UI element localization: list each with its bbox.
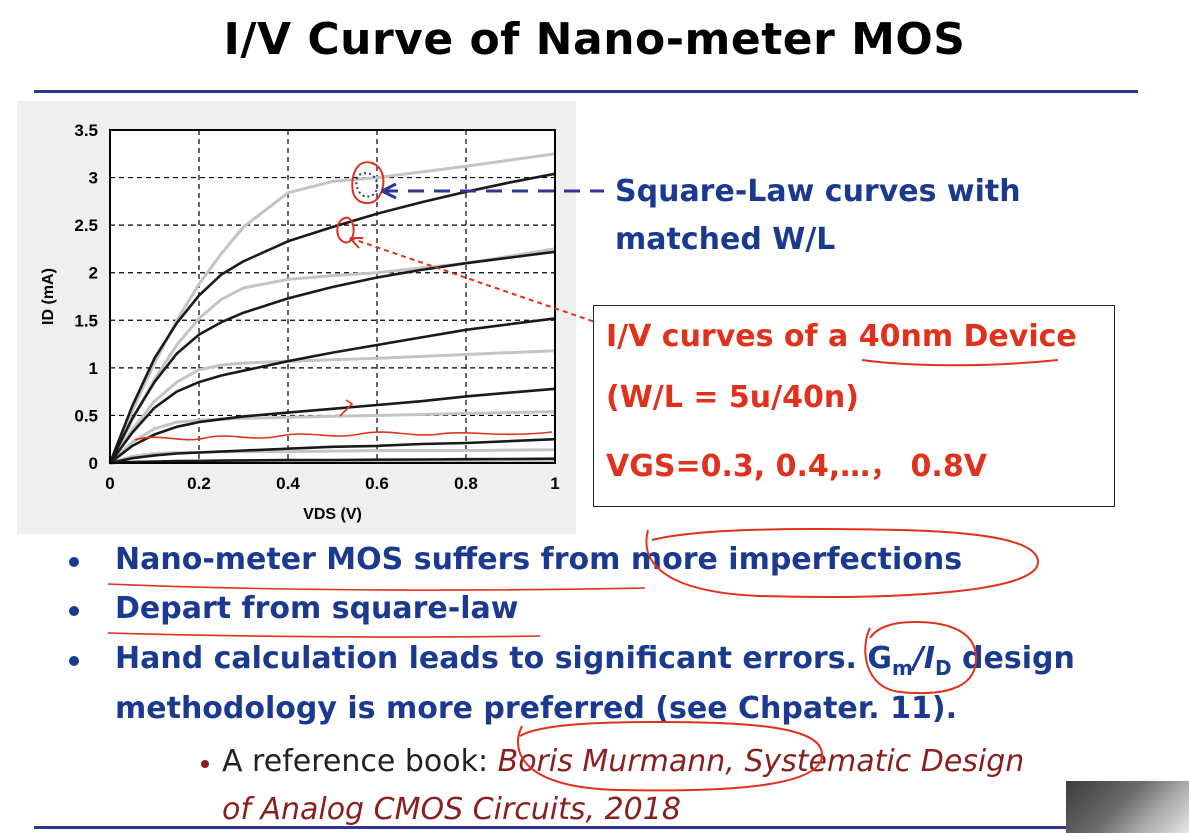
sub-bullet-cont: of Analog CMOS Circuits, 2018 <box>222 792 681 827</box>
bullet-1: Nano-meter MOS suffers from more imperfe… <box>115 542 963 577</box>
gm-id-term: Gm/ID <box>867 641 952 680</box>
y-tick-label: 3.5 <box>74 121 98 140</box>
device-line1-emph: 40nm Device <box>858 319 1077 354</box>
device-curve <box>109 457 556 465</box>
y-tick-label: 0 <box>89 454 98 473</box>
y-tick-label: 1.5 <box>74 311 98 330</box>
device-curve <box>109 437 556 465</box>
sub-bullet: A reference book: Boris Murmann, Systema… <box>222 744 1024 779</box>
device-curve <box>108 172 556 464</box>
iv-chart: 0 0.2 0.4 0.6 0.8 1 0 0.5 1 1.5 2 2.5 3 3.5 VDS (V) ID … <box>40 121 560 523</box>
sub-bullet-prefix: A reference book: <box>222 744 498 779</box>
y-tick-label: 2 <box>89 264 98 283</box>
y-axis-label: ID (mA) <box>40 268 57 325</box>
bullet-2: Depart from square-law <box>115 591 519 626</box>
y-tick-label: 1 <box>89 359 98 378</box>
square-law-callout-line2: matched W/L <box>615 222 836 257</box>
device-line3: VGS=0.3, 0.4,…， 0.8V <box>606 449 987 484</box>
bullet-dot <box>69 656 79 666</box>
ink-underline-bullet2 <box>107 632 541 638</box>
sub-bullet-dot <box>201 760 209 768</box>
ink-underline-bullet1 <box>107 583 646 591</box>
x-axis-label: VDS (V) <box>303 506 362 523</box>
bullet-3-text: Hand calculation leads to significant er… <box>115 641 857 676</box>
bullet-dot <box>69 606 79 616</box>
bullet-dot <box>69 557 79 567</box>
bullet-3: Hand calculation leads to significant er… <box>115 641 1075 680</box>
y-tick-label: 2.5 <box>74 216 98 235</box>
slide-title: I/V Curve of Nano-meter MOS <box>223 14 966 65</box>
device-line2: (W/L = 5u/40n) <box>606 380 859 415</box>
x-tick-label: 0.8 <box>454 474 478 493</box>
device-line1: I/V curves of a 40nm Device <box>606 319 1077 354</box>
webcam-overlay <box>1066 781 1189 833</box>
x-tick-label: 0.6 <box>365 474 389 493</box>
y-tick-label: 3 <box>89 169 98 188</box>
x-tick-label: 0 <box>105 474 114 493</box>
x-tick-label: 0.4 <box>276 474 300 493</box>
square-law-callout-line1: Square-Law curves with <box>615 174 1021 209</box>
square-law-curve <box>108 349 556 464</box>
bullet-3-suffix: design <box>951 641 1075 676</box>
x-tick-label: 0.2 <box>187 474 211 493</box>
square-law-curve <box>108 152 556 464</box>
footer-divider <box>34 826 1138 829</box>
device-info-box: I/V curves of a 40nm Device (W/L = 5u/40… <box>593 305 1115 507</box>
reference-line1: Boris Murmann, Systematic Design <box>497 744 1025 779</box>
reference-line2: of Analog CMOS Circuits, 2018 <box>222 792 681 827</box>
y-tick-label: 0.5 <box>74 406 98 425</box>
device-curve <box>108 317 556 464</box>
x-tick-label: 1 <box>550 474 559 493</box>
device-line1-prefix: I/V curves of a <box>606 319 859 354</box>
bullet-3-cont: methodology is more preferred (see Chpat… <box>115 691 957 726</box>
title-divider <box>34 90 1138 93</box>
square-law-callout: Square-Law curves with matched W/L <box>615 168 1021 264</box>
